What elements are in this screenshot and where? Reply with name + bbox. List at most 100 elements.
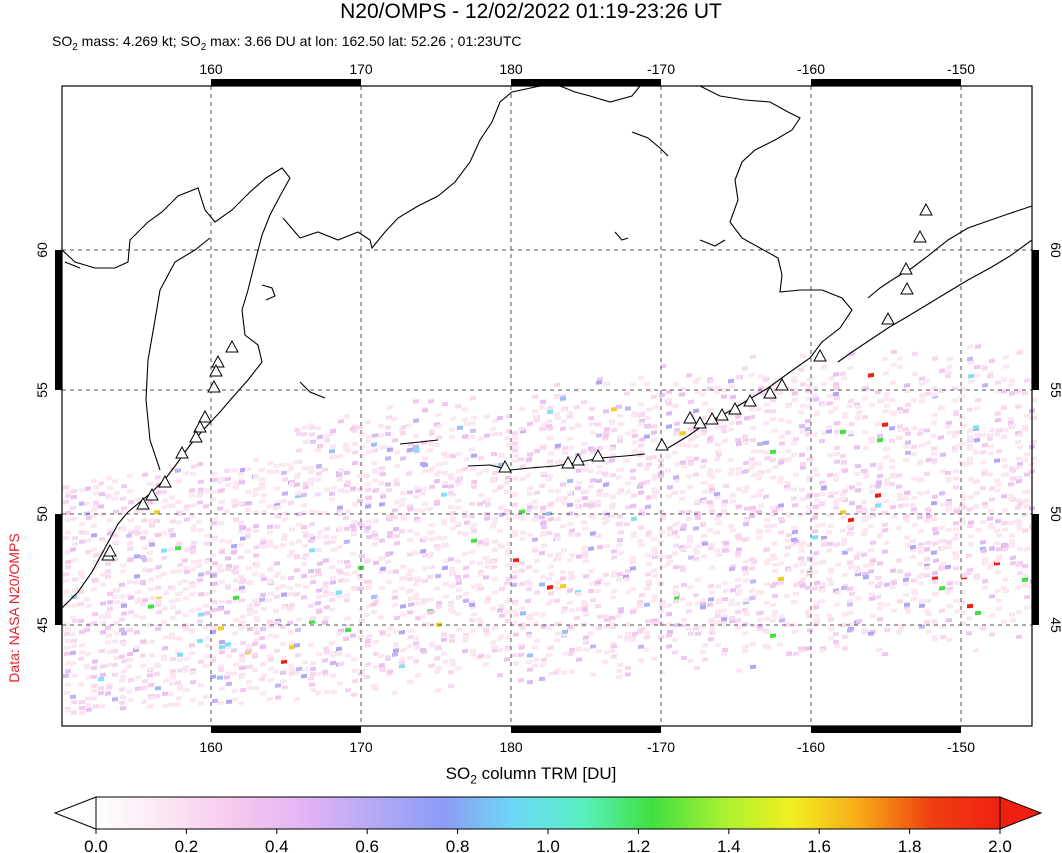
so2-pixel [113,509,119,514]
so2-pixel [225,585,231,590]
so2-pixel [148,518,154,523]
so2-pixel [232,499,238,505]
so2-pixel [142,557,148,563]
so2-pixel [232,630,238,636]
so2-pixel [64,651,70,657]
so2-pixel [273,634,279,639]
so2-pixel [142,597,148,603]
so2-pixel [128,518,134,523]
so2-pixel [198,527,204,533]
so2-pixel [252,652,258,658]
so2-pixel [247,581,253,587]
so2-pixel [91,665,97,671]
so2-pixel [198,612,204,617]
so2-pixel [281,498,287,504]
so2-pixel [218,664,224,669]
so2-pixel [211,607,217,613]
so2-pixel [198,572,204,577]
so2-pixel [204,636,210,641]
so2-pixel [183,626,189,632]
so2-pixel [303,439,309,445]
so2-pixel [226,539,232,545]
so2-pixel [168,527,174,533]
so2-pixel [217,563,223,569]
so2-pixel [219,649,225,655]
so2-pixel [289,541,295,546]
so2-pixel [119,678,125,684]
so2-pixel [280,670,286,676]
so2-pixel [280,624,286,630]
so2-pixel [296,539,302,544]
so2-pixel [70,631,76,637]
so2-pixel [259,477,265,482]
so2-pixel [142,678,148,684]
so2-pixel [189,591,195,597]
so2-pixel [134,574,140,579]
so2-pixel [189,488,195,493]
so2-pixel [119,700,125,705]
so2-pixel [63,572,69,577]
so2-pixel [253,686,259,691]
so2-pixel [288,466,294,472]
so2-pixel [254,561,260,567]
so2-pixel [155,585,161,591]
so2-pixel [295,583,301,588]
so2-pixel [267,653,273,659]
so2-pixel [79,488,85,493]
so2-pixel [294,555,300,560]
so2-pixel [70,615,76,620]
so2-pixel [196,493,202,499]
so2-pixel [127,627,133,633]
so2-pixel [142,472,148,477]
so2-pixel [189,492,195,498]
so2-pixel [127,651,133,657]
so2-pixel [127,488,133,494]
so2-pixel [295,472,301,478]
so2-pixel [247,611,253,617]
so2-pixel [280,542,286,548]
so2-pixel [105,614,111,619]
so2-pixel [170,519,176,524]
so2-pixel [238,529,244,534]
so2-pixel [295,627,301,633]
so2-pixel [107,531,113,536]
so2-pixel [93,578,99,584]
so2-pixel [71,494,77,500]
so2-pixel [121,668,127,674]
so2-pixel [252,667,258,673]
so2-pixel [147,557,153,563]
so2-pixel [65,530,71,535]
so2-pixel [233,517,239,522]
so2-pixel [267,568,273,573]
so2-pixel [154,518,160,524]
so2-pixel [225,671,231,677]
so2-pixel [183,687,189,693]
so2-pixel [203,663,209,669]
so2-pixel [107,606,113,611]
so2-pixel [238,674,244,680]
so2-pixel [177,686,183,691]
so2-pixel [302,466,308,471]
so2-pixel [190,545,196,551]
so2-pixel [261,606,267,612]
so2-pixel [184,656,190,661]
so2-pixel [302,543,308,549]
so2-pixel [176,568,182,574]
so2-pixel [296,448,302,453]
so2-pixel [205,533,211,538]
so2-pixel [240,687,246,693]
so2-pixel [65,517,71,523]
so2-pixel [190,679,196,685]
so2-pixel [281,655,287,661]
so2-pixel [63,485,69,490]
so2-pixel [142,545,148,551]
so2-pixel [79,629,85,635]
so2-pixel [106,475,112,481]
so2-pixel [84,530,90,536]
so2-pixel [93,703,99,709]
so2-pixel [105,625,111,631]
so2-pixel [100,620,106,625]
so2-pixel [281,536,287,542]
so2-pixel [119,627,125,633]
so2-pixel [240,614,246,619]
